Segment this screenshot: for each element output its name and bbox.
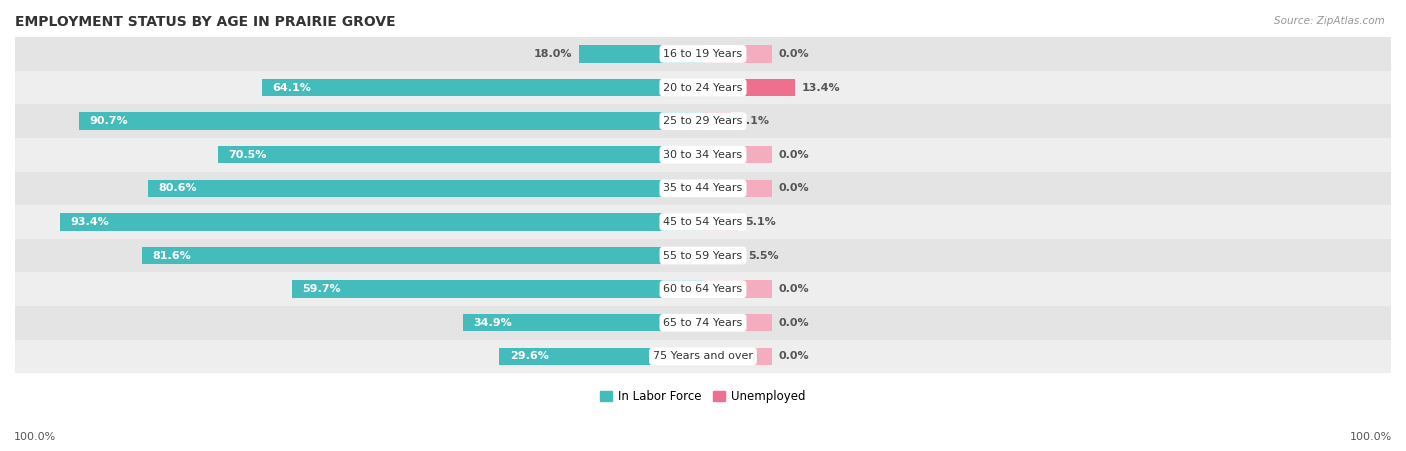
Text: 5.5%: 5.5% — [748, 251, 779, 261]
Text: 35 to 44 Years: 35 to 44 Years — [664, 184, 742, 193]
Bar — [60, 213, 703, 230]
Bar — [703, 179, 772, 197]
Text: 5.1%: 5.1% — [745, 217, 776, 227]
Bar — [499, 348, 703, 365]
Text: 93.4%: 93.4% — [70, 217, 110, 227]
Legend: In Labor Force, Unemployed: In Labor Force, Unemployed — [596, 385, 810, 408]
Bar — [149, 179, 703, 197]
Text: 80.6%: 80.6% — [159, 184, 197, 193]
Bar — [292, 281, 703, 298]
Bar — [15, 272, 1391, 306]
Bar — [579, 45, 703, 63]
Text: 18.0%: 18.0% — [534, 49, 572, 59]
Text: 70.5%: 70.5% — [228, 150, 267, 160]
Text: 60 to 64 Years: 60 to 64 Years — [664, 284, 742, 294]
Text: Source: ZipAtlas.com: Source: ZipAtlas.com — [1274, 16, 1385, 26]
Text: 25 to 29 Years: 25 to 29 Years — [664, 116, 742, 126]
Text: 13.4%: 13.4% — [801, 83, 841, 92]
Bar — [79, 112, 703, 130]
Text: 59.7%: 59.7% — [302, 284, 342, 294]
Bar — [703, 213, 738, 230]
Text: EMPLOYMENT STATUS BY AGE IN PRAIRIE GROVE: EMPLOYMENT STATUS BY AGE IN PRAIRIE GROV… — [15, 15, 395, 29]
Bar — [463, 314, 703, 331]
Bar — [703, 112, 731, 130]
Text: 0.0%: 0.0% — [779, 49, 810, 59]
Bar — [262, 79, 703, 96]
Text: 20 to 24 Years: 20 to 24 Years — [664, 83, 742, 92]
Bar — [703, 314, 772, 331]
Text: 75 Years and over: 75 Years and over — [652, 351, 754, 361]
Bar — [703, 146, 772, 163]
Text: 55 to 59 Years: 55 to 59 Years — [664, 251, 742, 261]
Text: 16 to 19 Years: 16 to 19 Years — [664, 49, 742, 59]
Bar — [15, 205, 1391, 239]
Text: 0.0%: 0.0% — [779, 150, 810, 160]
Bar — [15, 306, 1391, 340]
Bar — [15, 104, 1391, 138]
Bar — [703, 79, 796, 96]
Bar — [218, 146, 703, 163]
Bar — [703, 45, 772, 63]
Bar — [703, 247, 741, 264]
Bar — [15, 37, 1391, 71]
Text: 100.0%: 100.0% — [14, 432, 56, 442]
Text: 0.0%: 0.0% — [779, 284, 810, 294]
Bar — [15, 138, 1391, 171]
Text: 0.0%: 0.0% — [779, 318, 810, 328]
Bar — [142, 247, 703, 264]
Bar — [703, 281, 772, 298]
Text: 0.0%: 0.0% — [779, 351, 810, 361]
Bar — [15, 71, 1391, 104]
Text: 90.7%: 90.7% — [90, 116, 128, 126]
Bar — [15, 239, 1391, 272]
Text: 0.0%: 0.0% — [779, 184, 810, 193]
Text: 65 to 74 Years: 65 to 74 Years — [664, 318, 742, 328]
Text: 29.6%: 29.6% — [509, 351, 548, 361]
Text: 64.1%: 64.1% — [273, 83, 311, 92]
Text: 81.6%: 81.6% — [152, 251, 191, 261]
Bar — [703, 348, 772, 365]
Bar — [15, 171, 1391, 205]
Text: 4.1%: 4.1% — [738, 116, 769, 126]
Text: 45 to 54 Years: 45 to 54 Years — [664, 217, 742, 227]
Bar — [15, 340, 1391, 373]
Text: 30 to 34 Years: 30 to 34 Years — [664, 150, 742, 160]
Text: 34.9%: 34.9% — [474, 318, 512, 328]
Text: 100.0%: 100.0% — [1350, 432, 1392, 442]
